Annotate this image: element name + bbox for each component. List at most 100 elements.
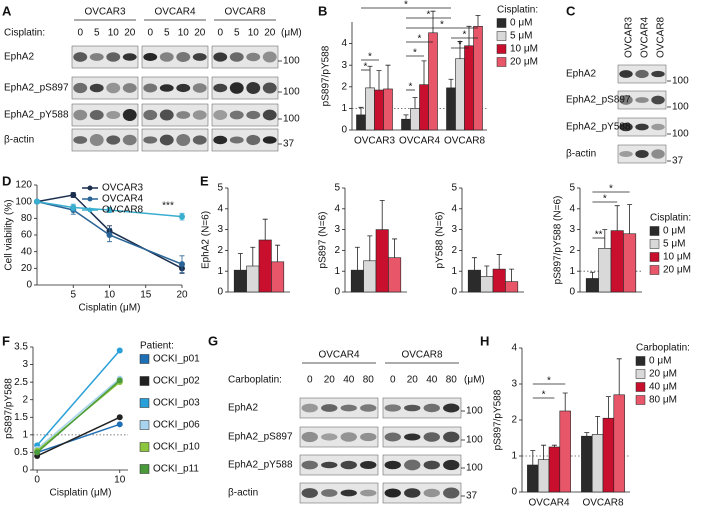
blot-band [423,403,440,413]
legend-swatch [649,265,660,275]
sig-star: * [427,10,431,21]
bar [591,434,604,493]
legend-swatch [496,18,507,28]
error-bar [541,444,547,460]
blot-band [404,433,421,441]
y-tick-label: 5 [334,183,340,194]
bar [388,257,402,293]
legend-swatch [635,369,646,379]
bar [350,269,364,293]
y-tick-label: 3 [341,60,347,71]
legend-label: 10 μM [510,44,538,55]
blot-band [213,83,228,93]
blot-band [321,433,338,441]
bar [480,276,494,293]
error-bar [448,78,454,88]
dose-label: 0 [217,28,223,39]
dose-label: 0 [307,375,313,386]
legend-swatch [139,398,150,408]
blot-band [106,135,121,145]
blot-band [122,83,137,93]
blot-strip [211,76,279,100]
series-line [36,379,121,453]
legend-label: OCKI_p02 [153,376,200,387]
mw-marker: 100 [466,463,483,474]
bar [467,269,481,293]
y-tick-label: 0.5 [14,447,28,458]
blot-band [73,82,88,94]
data-point [70,192,77,198]
blot-header: OVCAR8 [656,16,667,58]
blot-band [635,149,649,159]
legend-label: OCKI_p10 [153,442,200,453]
blot-band [213,110,228,120]
dose-label: 20 [124,28,136,39]
x-tick-label: OVCAR4 [399,136,441,147]
y-tick-label: 2 [569,245,575,256]
legend-label: 5 μM [510,31,532,42]
error-bar [392,238,398,258]
legend-swatch [139,354,150,364]
blot-band [404,459,421,471]
mw-marker: 100 [672,129,689,140]
blot-strip [382,454,462,476]
blot-strip [299,397,379,419]
error-bar [475,15,481,27]
y-tick-label: 1 [334,266,340,277]
dose-label: 40 [426,375,438,386]
blot-strip [299,482,379,504]
error-bar [562,392,568,411]
blot-header: OVCAR8 [401,350,443,361]
blot-band [301,431,318,443]
blot-band [384,404,401,412]
y-tick-label: 2 [334,245,340,256]
legend-label: OCKI_p11 [153,464,199,475]
bar [613,394,625,493]
blot-band [321,461,338,469]
blot-band [360,404,377,412]
y-tick-label: 4 [511,343,517,354]
blot-band [192,135,207,145]
panel-label: B [318,3,327,18]
series-line [36,200,183,265]
sig-star: * [463,30,467,41]
legend-label: OCKI_p06 [153,420,200,431]
bar [374,89,384,131]
y-axis-label: pS897/pY588 [321,45,332,106]
blot-band [404,404,421,412]
error-bar [237,253,243,271]
mw-marker: 100 [283,87,300,98]
y-tick-label: 0 [511,487,517,498]
panel-label: F [2,333,10,348]
blot-strip [141,45,209,69]
blot-header: OVCAR8 [224,7,266,18]
blot-band [443,431,460,443]
sig-star: * [609,184,613,195]
bar [598,248,612,293]
sig-star: * [547,376,551,387]
mw-marker: 100 [466,406,483,417]
y-tick-label: 4 [334,203,340,214]
blot-header: OVCAR3 [624,16,635,58]
sig-star: * [364,62,368,73]
error-bar [614,205,620,231]
y-tick-label: 2 [451,245,457,256]
blot-band [651,95,665,105]
error-bar [354,246,360,271]
error-bar [589,271,595,279]
blot-band [176,111,191,119]
blot-band [246,134,261,146]
legend-title: Cisplatin: [497,5,538,16]
blot-band [423,432,440,442]
sig-star: * [418,34,422,45]
legend-swatch [635,356,646,366]
y-tick-label: 1.5 [14,412,28,423]
blot-band [73,109,88,121]
data-point [179,213,185,220]
blot-band [143,83,158,93]
legend-swatch [635,382,646,392]
data-point [106,232,113,238]
mw-marker: 100 [283,114,300,125]
y-tick-label: 0 [334,287,340,298]
